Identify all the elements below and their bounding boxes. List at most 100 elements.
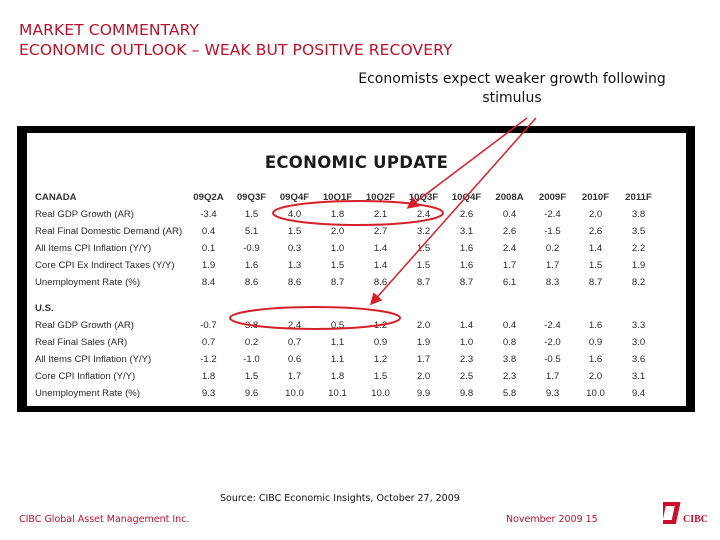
table-cell: 6.1 xyxy=(502,277,517,288)
table-cell: 3.8 xyxy=(502,354,517,365)
section-gap xyxy=(35,291,660,300)
table-cell: 1.8 xyxy=(330,371,345,382)
table-cell: 0.7 xyxy=(201,337,216,348)
table-cell: 8.4 xyxy=(201,277,216,288)
column-header: 10Q4F xyxy=(451,192,482,203)
cibc-logo: CIBC xyxy=(663,502,707,525)
table-row: Real Final Domestic Demand (AR) 0.4 5.1 1.5… xyxy=(35,223,660,240)
table-row: Real GDP Growth (AR) -3.4 1.5 4.0 1.8 2.1 2.4 2… xyxy=(35,206,660,223)
table-cell: 1.6 xyxy=(244,260,259,271)
table-cell: 2.0 xyxy=(416,371,431,382)
table-cell: 2.4 xyxy=(502,243,517,254)
economic-update-table: CANADA 09Q2A 09Q3F 09Q4F 10Q1F 10Q2F 10Q3F 10Q… xyxy=(35,189,660,402)
table-cell: 8.6 xyxy=(373,277,388,288)
table-cell: 3.6 xyxy=(631,354,646,365)
table-cell: 0.2 xyxy=(545,243,560,254)
table-cell: 8.3 xyxy=(545,277,560,288)
table-cell: 0.9 xyxy=(373,337,388,348)
table-cell: 1.5 xyxy=(588,260,603,271)
cibc-logo-text: CIBC xyxy=(683,514,707,525)
economic-update-panel: ECONOMIC UPDATE CANADA 09Q2A 09Q3F 09Q4F 10… xyxy=(27,133,686,406)
table-cell: 0.2 xyxy=(244,337,259,348)
table-row: Core CPI Ex Indirect Taxes (Y/Y) 1.9 1.6 1.… xyxy=(35,257,660,274)
table-cell: 1.5 xyxy=(287,226,302,237)
table-header-row: CANADA 09Q2A 09Q3F 09Q4F 10Q1F 10Q2F 10Q3F 10Q… xyxy=(35,189,660,206)
table-cell: 0.1 xyxy=(201,243,216,254)
table-row: All Items CPI Inflation (Y/Y) -1.2 -1.0 0.6… xyxy=(35,351,660,368)
table-cell: 0.4 xyxy=(502,320,517,331)
table-cell: 2.4 xyxy=(287,320,302,331)
table-cell: 1.4 xyxy=(459,320,474,331)
table-cell: 1.5 xyxy=(244,209,259,220)
table-cell: -0.7 xyxy=(200,320,217,331)
table-cell: 8.6 xyxy=(287,277,302,288)
table-cell: 1.0 xyxy=(330,243,345,254)
region-header-canada: CANADA xyxy=(35,192,77,203)
table-cell: 1.4 xyxy=(373,243,388,254)
table-cell: -3.4 xyxy=(200,209,217,220)
table-cell: 1.7 xyxy=(545,260,560,271)
table-cell: 0.9 xyxy=(588,337,603,348)
table-cell: 3.0 xyxy=(631,337,646,348)
table-cell: -2.4 xyxy=(544,320,561,331)
column-header: 10Q3F xyxy=(408,192,439,203)
table-cell: 10.0 xyxy=(285,388,304,399)
table-cell: 9.9 xyxy=(416,388,431,399)
row-label: All Items CPI Inflation (Y/Y) xyxy=(35,354,152,365)
table-row: Real GDP Growth (AR) -0.7 3.8 2.4 0.5 1.2 2.0 1… xyxy=(35,317,660,334)
table-cell: 1.6 xyxy=(459,243,474,254)
table-cell: 0.4 xyxy=(502,209,517,220)
table-body: Real GDP Growth (AR) -3.4 1.5 4.0 1.8 2.1 2.4 2… xyxy=(35,206,660,402)
table-cell: 1.0 xyxy=(459,337,474,348)
table-cell: 0.8 xyxy=(502,337,517,348)
table-cell: 8.6 xyxy=(244,277,259,288)
column-header: 09Q2A xyxy=(193,192,224,203)
table-cell: 3.8 xyxy=(631,209,646,220)
table-cell: 3.3 xyxy=(631,320,646,331)
table-row: All Items CPI Inflation (Y/Y) 0.1 -0.9 0.3 1… xyxy=(35,240,660,257)
table-row: Unemployment Rate (%) 9.3 9.6 10.0 10.1 10.0 9… xyxy=(35,385,660,402)
table-cell: 0.5 xyxy=(330,320,345,331)
table-cell: 0.4 xyxy=(201,226,216,237)
table-cell: -2.0 xyxy=(544,337,561,348)
table-cell: 1.4 xyxy=(373,260,388,271)
table-cell: 2.0 xyxy=(330,226,345,237)
table-cell: 2.1 xyxy=(373,209,388,220)
table-cell: 1.2 xyxy=(373,320,388,331)
table-cell: 4.0 xyxy=(287,209,302,220)
region-header-us: U.S. xyxy=(35,303,54,314)
table-cell: 2.3 xyxy=(459,354,474,365)
table-cell: 10.0 xyxy=(371,388,390,399)
table-cell: 5.1 xyxy=(244,226,259,237)
title-line-2: ECONOMIC OUTLOOK – WEAK BUT POSITIVE REC… xyxy=(19,41,453,59)
callout-text: Economists expect weaker growth followin… xyxy=(322,70,702,108)
table-cell: 2.2 xyxy=(631,243,646,254)
row-label: Unemployment Rate (%) xyxy=(35,388,141,399)
table-cell: 1.7 xyxy=(416,354,431,365)
table-cell: 2.6 xyxy=(502,226,517,237)
column-header: 10Q2F xyxy=(365,192,396,203)
table-cell: 1.2 xyxy=(373,354,388,365)
table-cell: 8.7 xyxy=(588,277,603,288)
callout-line-1: Economists expect weaker growth followin… xyxy=(358,71,666,87)
table-cell: 8.7 xyxy=(416,277,431,288)
table-cell: 1.3 xyxy=(287,260,302,271)
table-cell: 9.6 xyxy=(244,388,259,399)
row-label: Real Final Sales (AR) xyxy=(35,337,128,348)
column-header: 2008A xyxy=(495,192,524,203)
table-cell: 9.3 xyxy=(201,388,216,399)
table-cell: 1.8 xyxy=(330,209,345,220)
table-cell: 1.7 xyxy=(502,260,517,271)
table-cell: 1.5 xyxy=(373,371,388,382)
table-cell: 5.8 xyxy=(502,388,517,399)
table-cell: 3.5 xyxy=(631,226,646,237)
table-cell: 1.9 xyxy=(631,260,646,271)
table-cell: 8.2 xyxy=(631,277,646,288)
callout-line-2: stimulus xyxy=(482,90,542,106)
slide-title: MARKET COMMENTARY ECONOMIC OUTLOOK – WEA… xyxy=(19,20,453,60)
table-cell: 1.5 xyxy=(416,243,431,254)
table-cell: 2.7 xyxy=(373,226,388,237)
row-label: Core CPI Inflation (Y/Y) xyxy=(35,371,136,382)
table-cell: 3.1 xyxy=(459,226,474,237)
table-cell: 1.4 xyxy=(588,243,603,254)
